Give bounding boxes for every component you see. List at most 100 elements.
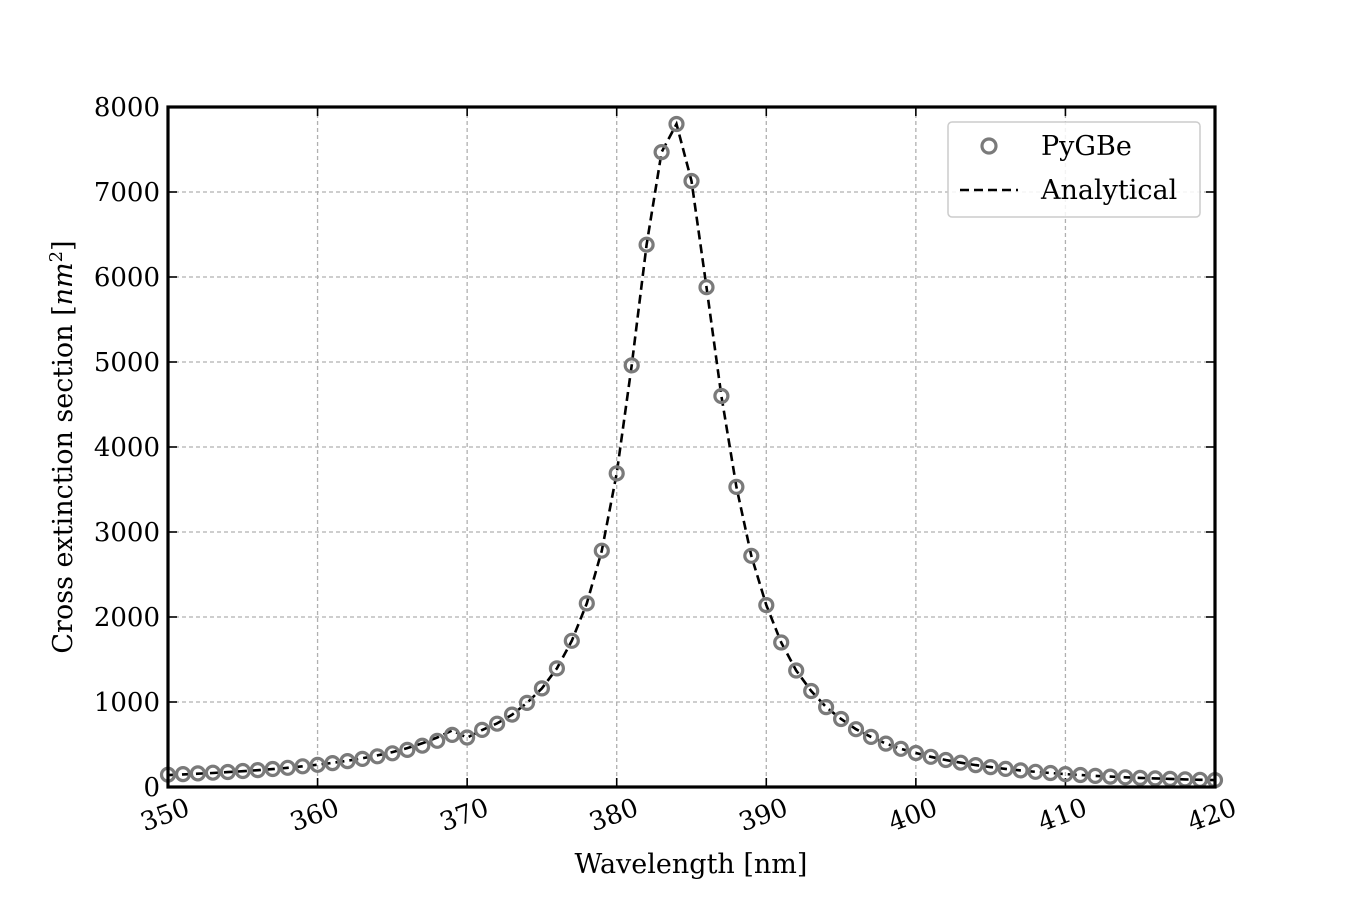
pygbe-point bbox=[1027, 763, 1044, 780]
x-tick-labels: 350 360 370 380 390 400 410 420 bbox=[137, 793, 1241, 838]
pygbe-point bbox=[847, 721, 865, 738]
pygbe-point bbox=[369, 748, 386, 765]
pygbe-point bbox=[967, 756, 984, 774]
pygbe-point bbox=[294, 758, 311, 775]
pygbe-point bbox=[728, 478, 745, 495]
pygbe-point bbox=[817, 698, 835, 716]
grid bbox=[168, 107, 1215, 787]
pygbe-point bbox=[1132, 769, 1149, 787]
x-tick-label: 400 bbox=[885, 793, 942, 838]
pygbe-point bbox=[279, 759, 296, 776]
y-tick-label: 5000 bbox=[94, 348, 160, 378]
pygbe-point bbox=[234, 762, 251, 780]
pygbe-point bbox=[683, 172, 700, 190]
y-tick-labels: 0 1000 2000 3000 4000 5000 6000 7000 8000 bbox=[94, 93, 160, 803]
y-tick-label: 6000 bbox=[94, 263, 160, 293]
y-tick-label: 0 bbox=[143, 773, 160, 803]
x-tick-label: 390 bbox=[735, 793, 792, 838]
pygbe-point bbox=[533, 680, 551, 697]
pygbe-point bbox=[578, 595, 595, 612]
pygbe-point bbox=[907, 744, 925, 762]
pygbe-point bbox=[1147, 770, 1164, 787]
pygbe-point bbox=[862, 728, 880, 746]
pygbe-point bbox=[638, 236, 655, 253]
x-tick-label: 410 bbox=[1034, 793, 1091, 838]
pygbe-point bbox=[758, 596, 775, 614]
pygbe-point bbox=[518, 694, 536, 712]
pygbe-point bbox=[1102, 768, 1119, 785]
x-tick-label: 420 bbox=[1184, 793, 1241, 838]
y-axis-label-exponent: 2 bbox=[46, 251, 67, 262]
analytical-curve bbox=[167, 120, 1216, 782]
pygbe-point bbox=[339, 752, 356, 770]
legend-label-pygbe: PyGBe bbox=[1041, 131, 1132, 162]
pygbe-point bbox=[384, 745, 401, 762]
pygbe-point bbox=[1057, 765, 1074, 783]
pygbe-point bbox=[892, 740, 910, 757]
pygbe-point bbox=[653, 144, 670, 161]
x-axis-label: Wavelength [nm] bbox=[575, 849, 808, 880]
y-tick-label: 8000 bbox=[94, 93, 160, 123]
pygbe-point bbox=[548, 660, 566, 677]
legend: PyGBe Analytical bbox=[947, 121, 1201, 218]
pygbe-point bbox=[459, 729, 476, 746]
pygbe-point bbox=[324, 754, 341, 772]
pygbe-point bbox=[563, 632, 580, 649]
pygbe-point bbox=[773, 634, 790, 651]
pygbe-point bbox=[503, 706, 521, 723]
pygbe-point bbox=[474, 721, 491, 739]
pygbe-point bbox=[204, 764, 221, 781]
pygbe-point bbox=[922, 748, 939, 765]
pygbe-point bbox=[1012, 762, 1029, 779]
pygbe-point bbox=[608, 465, 625, 482]
pygbe-point bbox=[937, 751, 954, 769]
pygbe-point bbox=[803, 682, 820, 700]
pygbe-point bbox=[429, 732, 446, 749]
pygbe-point bbox=[952, 754, 969, 771]
pygbe-point bbox=[1087, 767, 1104, 785]
pygbe-point bbox=[1072, 766, 1089, 784]
pygbe-point bbox=[623, 357, 640, 374]
pygbe-point bbox=[489, 715, 506, 732]
pygbe-point bbox=[414, 737, 431, 754]
pygbe-point bbox=[698, 279, 715, 296]
x-tick-label: 380 bbox=[586, 793, 643, 838]
pygbe-point bbox=[743, 547, 760, 564]
pygbe-point bbox=[399, 741, 416, 759]
y-tick-label: 1000 bbox=[94, 688, 160, 718]
y-axis-label-unit: nm bbox=[48, 262, 79, 305]
pygbe-point bbox=[1117, 769, 1134, 786]
y-axis-label: Cross extinction section [nm2] bbox=[46, 240, 79, 653]
y-tick-label: 7000 bbox=[94, 178, 160, 208]
legend-label-analytical: Analytical bbox=[1040, 175, 1177, 206]
x-tick-label: 370 bbox=[436, 793, 493, 838]
series bbox=[159, 115, 1224, 789]
pygbe-point bbox=[189, 765, 206, 782]
pygbe-point bbox=[982, 758, 999, 776]
pygbe-point bbox=[444, 726, 461, 744]
legend-marker-pygbe bbox=[980, 137, 998, 155]
pygbe-point bbox=[832, 710, 850, 728]
pygbe-point bbox=[219, 763, 236, 781]
pygbe-point bbox=[788, 662, 805, 679]
pygbe-point bbox=[668, 115, 685, 133]
pygbe-point bbox=[309, 756, 326, 773]
y-tick-label: 4000 bbox=[94, 433, 160, 463]
y-axis-label-close: ] bbox=[48, 240, 79, 251]
pygbe-point bbox=[593, 542, 610, 559]
plot-frame bbox=[166, 105, 1217, 789]
pygbe-point bbox=[1042, 764, 1059, 782]
y-axis-label-main: Cross extinction section [ bbox=[48, 305, 79, 653]
y-tick-label: 3000 bbox=[94, 518, 160, 548]
pygbe-point bbox=[354, 750, 371, 768]
pygbe-point bbox=[713, 387, 730, 405]
pygbe-point bbox=[174, 765, 192, 783]
y-tick-label: 2000 bbox=[94, 603, 160, 633]
pygbe-point bbox=[877, 735, 895, 752]
pygbe-point bbox=[249, 761, 266, 779]
pygbe-point bbox=[264, 760, 281, 778]
pygbe-point bbox=[997, 760, 1014, 778]
legend-box bbox=[947, 121, 1201, 218]
x-tick-label: 360 bbox=[286, 793, 343, 838]
